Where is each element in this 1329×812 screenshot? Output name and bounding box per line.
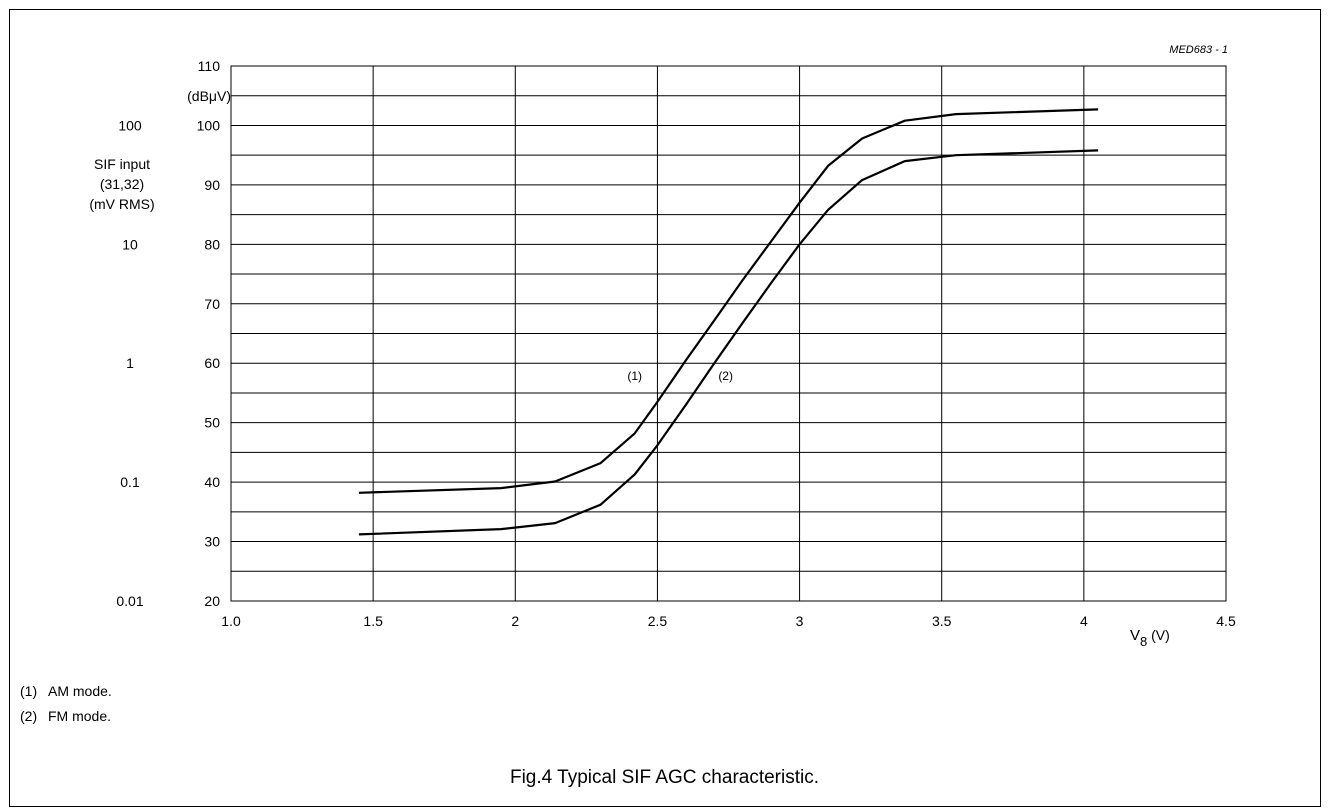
note-text: FM mode.	[48, 708, 112, 724]
y2-tick-label: 1	[126, 355, 134, 371]
y-unit-label: (dBμV)	[187, 88, 231, 104]
annotations: MED683 - 1 (dBμV) SIF input (31,32) (mV …	[89, 44, 1228, 649]
y-tick-label: 50	[204, 415, 220, 431]
figure-frame	[9, 9, 1321, 807]
x-tick-label: 4	[1080, 613, 1088, 629]
note-number: (1)	[20, 683, 38, 699]
y-tick-label: 70	[204, 296, 220, 312]
note-number: (2)	[20, 708, 38, 724]
x-tick-label: 4.5	[1216, 613, 1236, 629]
x-axis-label-sub: 8	[1140, 634, 1147, 649]
series-lines: (1) (2)	[358, 108, 1099, 536]
grid	[230, 65, 1227, 602]
x-tick-label: 1.0	[221, 613, 241, 629]
plot-border	[230, 65, 1227, 602]
x-tick-label: 2	[511, 613, 519, 629]
y2-tick-label: 100	[118, 117, 142, 133]
series-1-label: (1)	[627, 369, 642, 383]
series-1-line	[358, 108, 1099, 494]
y-tick-label: 30	[204, 534, 220, 550]
x-tick-label: 1.5	[363, 613, 383, 629]
note-text: AM mode.	[48, 683, 112, 699]
note-am-mode: (1) AM mode.	[20, 683, 112, 699]
x-axis-label-main: V	[1130, 627, 1140, 644]
note-fm-mode: (2) FM mode.	[20, 708, 111, 724]
y-tick-label: 100	[197, 117, 221, 133]
y-tick-label: 110	[198, 58, 221, 74]
sif-input-label-line1: SIF input	[94, 156, 150, 172]
x-axis-label: V8 (V)	[1130, 627, 1170, 649]
y2-tick-label: 0.1	[120, 474, 140, 490]
y2-tick-label: 10	[122, 236, 138, 252]
y-tick-label: 80	[204, 236, 220, 252]
figure-code: MED683 - 1	[1169, 44, 1228, 56]
figure-caption: Fig.4 Typical SIF AGC characteristic.	[509, 767, 820, 788]
x-axis-label-unit: (V)	[1147, 627, 1170, 643]
sif-input-label-line3: (mV RMS)	[89, 196, 154, 212]
series-2-label: (2)	[718, 369, 733, 383]
sif-input-label-line2: (31,32)	[100, 176, 144, 192]
x-tick-label: 2.5	[648, 613, 668, 629]
y2-tick-label: 0.01	[116, 593, 143, 609]
y-tick-label: 40	[204, 474, 220, 490]
y-tick-label: 90	[204, 177, 220, 193]
series-2-line	[358, 149, 1099, 536]
y-tick-label: 20	[204, 593, 220, 609]
x-tick-label: 3	[796, 613, 804, 629]
y-tick-label: 60	[204, 355, 220, 371]
x-tick-label: 3.5	[932, 613, 952, 629]
